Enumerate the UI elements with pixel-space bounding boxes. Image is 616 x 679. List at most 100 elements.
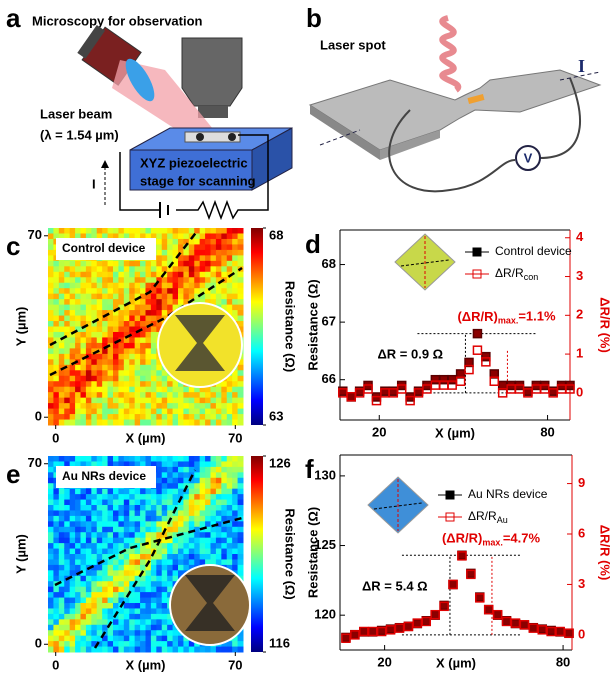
heatmap-cell [59, 543, 65, 549]
heatmap-cell [102, 420, 108, 426]
legend-marker [446, 491, 454, 499]
heatmap-cell [91, 603, 97, 609]
heatmap-cell [91, 521, 97, 527]
heatmap-cell [151, 294, 157, 300]
heatmap-cell [221, 467, 227, 473]
heatmap-cell [64, 630, 70, 636]
heatmap-cell [113, 365, 119, 371]
heatmap-cell [91, 532, 97, 538]
heatmap-cell [205, 277, 211, 283]
heatmap-cell [205, 414, 211, 420]
heatmap-cell [86, 403, 92, 409]
heatmap-cell [81, 625, 87, 631]
heatmap-cell [178, 543, 184, 549]
heatmap-cell [205, 554, 211, 560]
heatmap-cell [156, 239, 162, 245]
heatmap-cell [162, 625, 168, 631]
heatmap-cell [113, 510, 119, 516]
heatmap-cell [86, 527, 92, 533]
heatmap-cell [53, 532, 59, 538]
heatmap-cell [48, 565, 54, 571]
heatmap-cell [238, 543, 244, 549]
heatmap-cell [129, 532, 135, 538]
heatmap-cell [102, 332, 108, 338]
heatmap-cell [200, 239, 206, 245]
heatmap-cell [232, 381, 238, 387]
heatmap-cell [102, 587, 108, 593]
heatmap-cell [221, 461, 227, 467]
heatmap-cell [167, 392, 173, 398]
heatmap-cell [232, 250, 238, 256]
heatmap-cell [108, 266, 114, 272]
heatmap-cell [86, 294, 92, 300]
heatmap-cell [113, 489, 119, 495]
heatmap-cell [108, 409, 114, 415]
heatmap-cell [81, 228, 87, 234]
heatmap-cell [75, 489, 81, 495]
heatmap-cell [221, 532, 227, 538]
heatmap-cell [75, 376, 81, 382]
heatmap-cell [211, 250, 217, 256]
heatmap-cell [183, 461, 189, 467]
heatmap-cell [227, 554, 233, 560]
heatmap-cell [238, 527, 244, 533]
heatmap-cell [81, 592, 87, 598]
heatmap-cell [113, 299, 119, 305]
heatmap-cell [113, 647, 119, 653]
heatmap-cell [97, 647, 103, 653]
heatmap-cell [211, 414, 217, 420]
heatmap-cell [108, 359, 114, 365]
heatmap-cell [48, 359, 54, 365]
heatmap-cell [162, 489, 168, 495]
heatmap-cell [86, 299, 92, 305]
heatmap-cell [75, 354, 81, 360]
heatmap-cell [162, 376, 168, 382]
heatmap-cell [118, 316, 124, 322]
heatmap-cell [97, 299, 103, 305]
heatmap-cell [167, 641, 173, 647]
heatmap-cell [113, 272, 119, 278]
heatmap-cell [113, 598, 119, 604]
heatmap-cell [97, 277, 103, 283]
heatmap-cell [238, 414, 244, 420]
heatmap-cell [232, 456, 238, 462]
marker [360, 628, 368, 636]
heatmap-cell [146, 500, 152, 506]
heatmap-cell [227, 283, 233, 289]
heatmap-cell [118, 647, 124, 653]
heatmap-cell [75, 505, 81, 511]
heatmap-cell [156, 549, 162, 555]
heatmap-cell [140, 403, 146, 409]
heatmap-cell [81, 510, 87, 516]
heatmap-cell [75, 409, 81, 415]
heatmap-cell [102, 348, 108, 354]
heatmap-cell [102, 598, 108, 604]
heatmap-cell [86, 387, 92, 393]
heatmap-cell [81, 456, 87, 462]
heatmap-cell [178, 538, 184, 544]
heatmap-cell [189, 398, 195, 404]
heatmap-cell [238, 494, 244, 500]
label: I [578, 56, 585, 76]
heatmap-cell [102, 337, 108, 343]
heatmap-cell [194, 494, 200, 500]
heatmap-cell [211, 500, 217, 506]
heatmap-cell [64, 266, 70, 272]
heatmap-cell [205, 483, 211, 489]
heatmap-cell [124, 310, 130, 316]
heatmap-cell [162, 283, 168, 289]
heatmap-cell [232, 392, 238, 398]
heatmap-cell [135, 625, 141, 631]
heatmap-cell [129, 343, 135, 349]
legend-subscript: Au [497, 515, 508, 525]
heatmap-cell [113, 277, 119, 283]
heatmap-cell [200, 409, 206, 415]
heatmap-cell [140, 228, 146, 234]
heatmap-cell [97, 565, 103, 571]
heatmap-cell [75, 337, 81, 343]
heatmap-cell [151, 505, 157, 511]
heatmap-cell [140, 549, 146, 555]
heatmap-cell [211, 255, 217, 261]
heatmap-cell [200, 521, 206, 527]
heatmap-cell [53, 283, 59, 289]
